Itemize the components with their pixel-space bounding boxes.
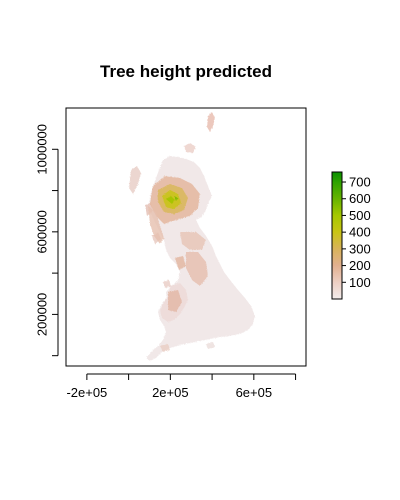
southern-uplands xyxy=(180,232,206,250)
shetland-islands xyxy=(207,112,215,132)
legend-tick-label: 500 xyxy=(349,208,371,223)
y-tick-label: 600000 xyxy=(35,210,50,253)
x-axis: -2e+05 2e+05 6e+05 xyxy=(66,373,297,400)
west-coast-upland xyxy=(148,206,164,244)
legend-tick-label: 600 xyxy=(349,191,371,206)
western-isles xyxy=(129,166,141,194)
legend-color-bar xyxy=(331,171,343,300)
y-axis: 200000 600000 1000000 xyxy=(35,124,59,357)
isle-of-wight xyxy=(206,342,215,349)
y-tick-label: 1000000 xyxy=(35,124,50,175)
x-tick-label: 6e+05 xyxy=(236,385,273,400)
legend-tick-label: 200 xyxy=(349,258,371,273)
highlands-green-peaks xyxy=(166,196,175,204)
wales-uplands xyxy=(168,290,182,312)
orkney-islands xyxy=(184,143,196,153)
legend-tick-label: 300 xyxy=(349,241,371,256)
plot-frame xyxy=(65,107,307,367)
y-tick-label: 200000 xyxy=(35,293,50,336)
highlands-green-peak-2 xyxy=(174,196,178,201)
map-title: Tree height predicted xyxy=(100,62,272,81)
legend-tick-label: 400 xyxy=(349,225,371,240)
legend-tick-label: 700 xyxy=(349,175,371,190)
legend-tick-label: 100 xyxy=(349,275,371,290)
pennines xyxy=(186,252,208,286)
south-west-moor xyxy=(160,344,170,352)
x-tick-label: 2e+05 xyxy=(152,385,189,400)
anglesey xyxy=(163,280,171,288)
x-tick-label: -2e+05 xyxy=(66,385,107,400)
lake-district xyxy=(175,256,186,270)
great-britain-land-raster xyxy=(129,112,255,361)
